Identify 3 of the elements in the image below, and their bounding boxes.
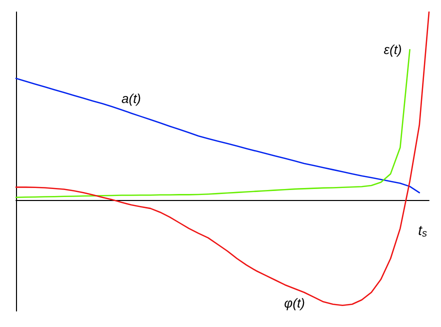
series-label: ε(t) (384, 42, 402, 58)
series-label: φ(t) (284, 296, 305, 311)
series-label: a(t) (122, 91, 142, 106)
